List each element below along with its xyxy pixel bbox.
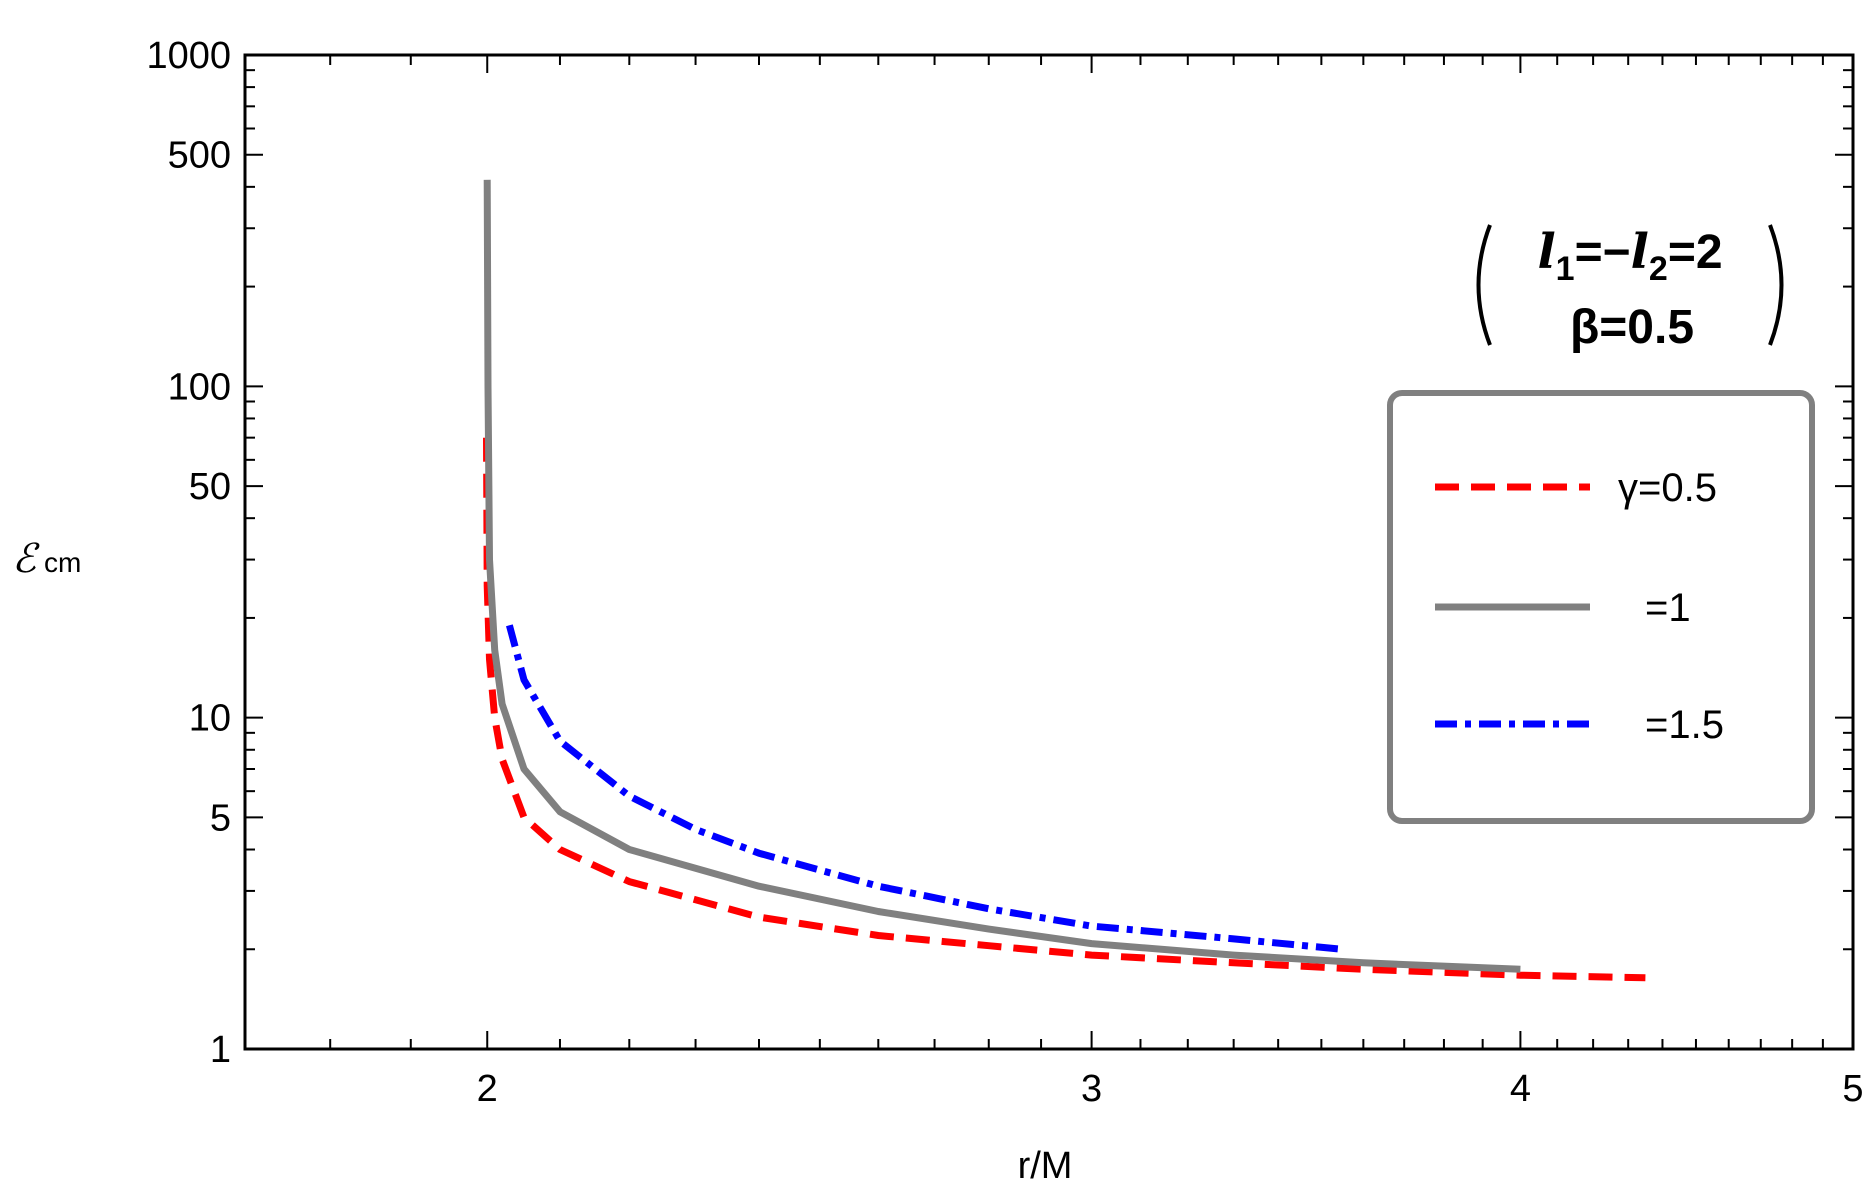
y-tick-labels: 1 5 10 50 100 500 1000 bbox=[146, 35, 231, 1071]
legend-label-series-1: γ=0.5 bbox=[1618, 466, 1717, 510]
series-line-3 bbox=[506, 624, 1343, 953]
x-tick-labels: 2 3 4 5 bbox=[477, 1068, 1864, 1110]
param-l2: l bbox=[1631, 224, 1649, 280]
plot-frame bbox=[243, 53, 1855, 1051]
y-ticks bbox=[245, 69, 1853, 1050]
param-mid: =− bbox=[1575, 226, 1631, 279]
x-axis-title: r/M bbox=[1018, 1145, 1073, 1187]
parameter-annotation: l1=−l2=2 β=0.5 bbox=[1476, 224, 1784, 354]
y-axis-title-sub: cm bbox=[44, 547, 81, 578]
y-tick-label: 10 bbox=[189, 698, 231, 740]
right-paren bbox=[1768, 224, 1784, 346]
y-tick-label: 1000 bbox=[146, 35, 231, 77]
x-tick-label: 5 bbox=[1842, 1068, 1863, 1110]
x-tick-label: 4 bbox=[1510, 1068, 1531, 1110]
y-tick-label: 100 bbox=[168, 366, 231, 408]
y-axis-title: ℰ cm bbox=[12, 536, 81, 582]
x-ticks bbox=[329, 55, 1854, 1049]
param-sub1: 1 bbox=[1556, 250, 1575, 288]
y-tick-label: 1 bbox=[210, 1029, 231, 1071]
x-tick-label: 3 bbox=[1081, 1068, 1102, 1110]
series-line-1 bbox=[483, 437, 1646, 982]
legend-label-series-3: =1.5 bbox=[1645, 703, 1724, 747]
series-line-2 bbox=[483, 179, 1521, 973]
param-line-2: β=0.5 bbox=[1570, 301, 1694, 354]
legend: γ=0.5 =1 =1.5 bbox=[1387, 390, 1815, 824]
param-l1: l bbox=[1537, 224, 1555, 280]
left-paren bbox=[1476, 224, 1492, 346]
param-sub2: 2 bbox=[1649, 250, 1668, 288]
y-axis-title-main: ℰ bbox=[12, 536, 40, 582]
y-tick-label: 50 bbox=[189, 466, 231, 508]
param-line-1: l1=−l2=2 bbox=[1537, 224, 1722, 288]
y-tick-label: 5 bbox=[210, 797, 231, 839]
x-tick-label: 2 bbox=[477, 1068, 498, 1110]
param-end: =2 bbox=[1668, 226, 1723, 279]
legend-box bbox=[1387, 390, 1815, 824]
y-tick-label: 500 bbox=[168, 135, 231, 177]
legend-label-series-2: =1 bbox=[1645, 586, 1691, 630]
series-layer bbox=[483, 179, 1646, 982]
